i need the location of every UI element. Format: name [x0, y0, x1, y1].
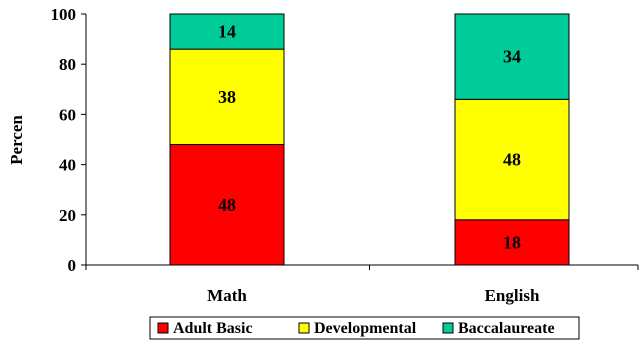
data-label: 48 — [218, 195, 236, 215]
y-axis-title: Percen — [7, 115, 26, 165]
legend-swatch — [298, 322, 310, 334]
bar-segment — [454, 98, 570, 221]
legend-swatch — [157, 322, 169, 334]
bar-segment — [454, 219, 570, 266]
data-label: 34 — [503, 47, 521, 67]
bar-segment — [169, 48, 285, 146]
bar-segment — [169, 13, 285, 50]
legend-swatch — [442, 322, 454, 334]
legend-label: Baccalaureate — [458, 320, 555, 337]
y-tick-label: 60 — [59, 105, 76, 124]
data-labels: 48 38 14 18 48 34 — [218, 22, 521, 253]
legend-label: Developmental — [314, 320, 417, 337]
x-category-label: Math — [207, 286, 247, 305]
legend-label: Adult Basic — [173, 320, 253, 337]
data-label: 18 — [503, 232, 521, 252]
y-tick-label: 100 — [51, 5, 77, 24]
data-label: 38 — [218, 87, 236, 107]
bar-segment — [454, 13, 570, 100]
bars — [169, 13, 570, 266]
y-tick-label: 20 — [59, 206, 76, 225]
x-category-label: English — [485, 286, 540, 305]
legend-box — [149, 316, 580, 340]
y-tick-label: 0 — [68, 256, 77, 275]
data-label: 14 — [218, 22, 236, 42]
legend: Adult Basic Developmental Baccalaureate — [149, 316, 580, 340]
y-tick-label: 40 — [59, 156, 76, 175]
y-tick-label: 80 — [59, 55, 76, 74]
data-label: 48 — [503, 150, 521, 170]
x-axis: Math English — [85, 264, 639, 305]
y-axis: 0 20 40 60 80 100 — [51, 5, 87, 275]
bar-segment — [169, 144, 285, 266]
